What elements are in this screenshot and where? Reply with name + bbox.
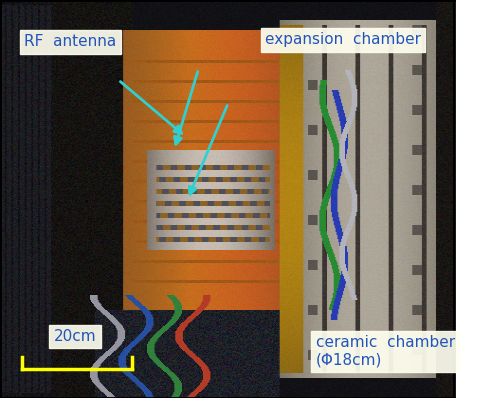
- Text: ceramic  chamber
(Φ18cm): ceramic chamber (Φ18cm): [316, 335, 455, 367]
- Text: RF  antenna: RF antenna: [24, 34, 117, 49]
- Text: 20cm: 20cm: [54, 329, 96, 344]
- Text: expansion  chamber: expansion chamber: [265, 32, 421, 47]
